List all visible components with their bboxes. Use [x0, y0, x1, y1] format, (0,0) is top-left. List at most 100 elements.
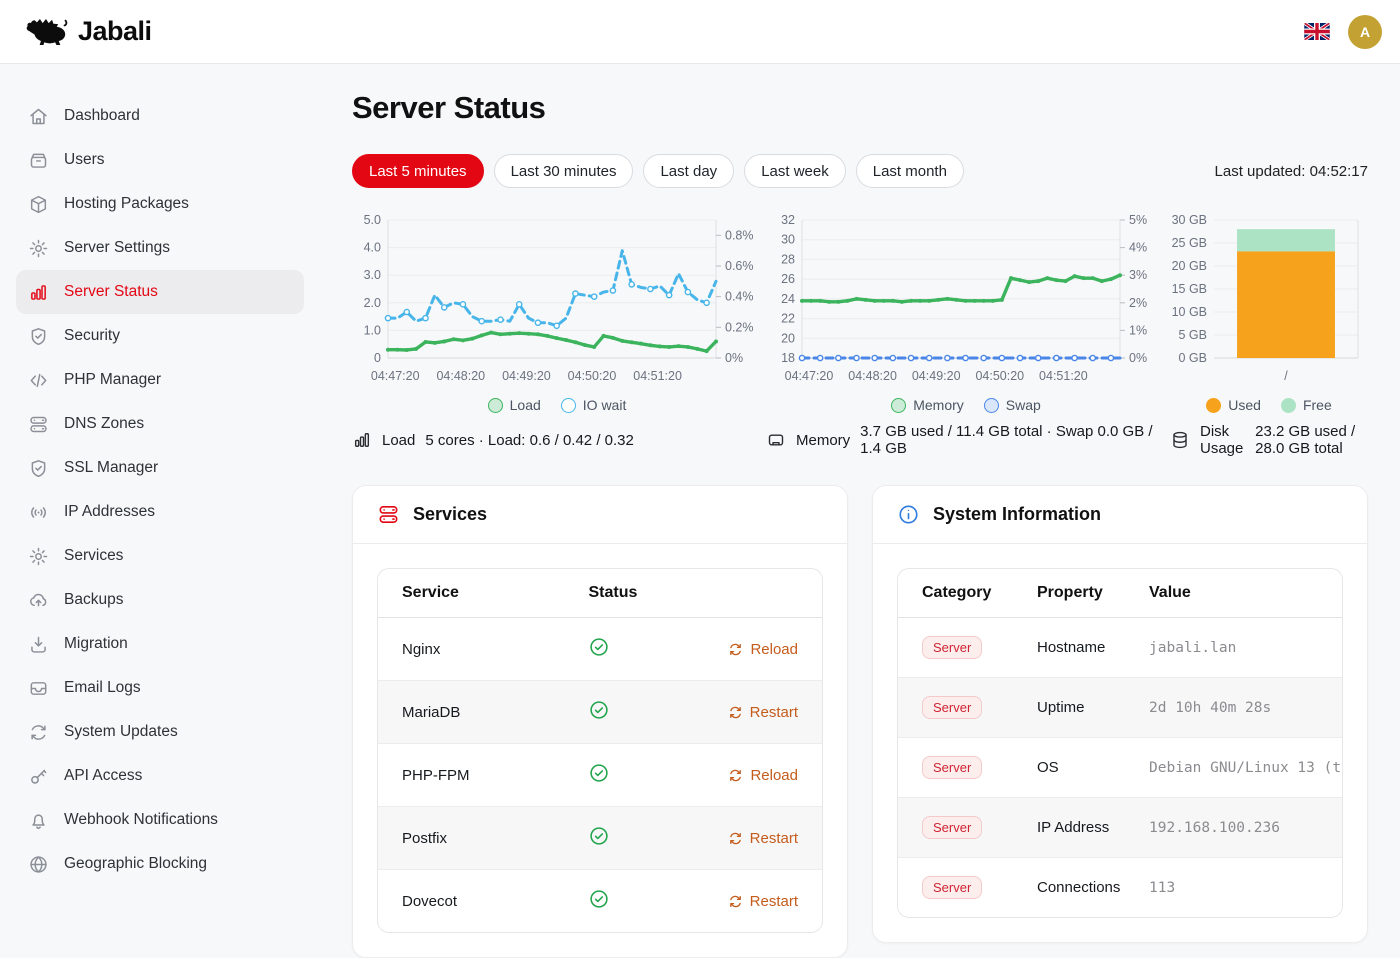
- svg-text:25 GB: 25 GB: [1172, 236, 1207, 250]
- svg-text:0.6%: 0.6%: [725, 259, 754, 273]
- download-tray-icon: [28, 634, 49, 655]
- sidebar-item-geographic-blocking[interactable]: Geographic Blocking: [16, 842, 304, 886]
- value-cell: 2d 10h 40m 28s: [1125, 678, 1342, 738]
- sidebar-item-ssl-manager[interactable]: SSL Manager: [16, 446, 304, 490]
- bar-chart-icon: [28, 282, 49, 303]
- svg-text:1%: 1%: [1129, 323, 1147, 337]
- svg-text:30: 30: [781, 233, 795, 247]
- stat-load: Load5 cores · Load: 0.6 / 0.42 / 0.32: [352, 423, 762, 457]
- svg-text:0.2%: 0.2%: [725, 320, 754, 334]
- svg-text:0.8%: 0.8%: [725, 228, 754, 242]
- sidebar-item-migration[interactable]: Migration: [16, 622, 304, 666]
- stat-label: Memory: [796, 432, 850, 449]
- svg-text:18: 18: [781, 351, 795, 365]
- time-filter-last-5-minutes[interactable]: Last 5 minutes: [352, 154, 484, 188]
- legend-label: Memory: [913, 397, 964, 413]
- value-cell: Debian GNU/Linux 13 (trixie): [1125, 738, 1342, 798]
- code-icon: [28, 370, 49, 391]
- service-restart-button[interactable]: Restart: [728, 893, 798, 910]
- property-cell: IP Address: [1013, 798, 1125, 858]
- column-header: Property: [1013, 569, 1125, 618]
- stat-label: Load: [382, 432, 415, 449]
- sidebar-item-services[interactable]: Services: [16, 534, 304, 578]
- value-cell: 113: [1125, 858, 1342, 918]
- service-name: Nginx: [378, 618, 564, 681]
- svg-text:0%: 0%: [725, 351, 743, 365]
- category-badge: Server: [922, 636, 982, 659]
- service-reload-button[interactable]: Reload: [728, 767, 798, 784]
- category-cell: Server: [898, 858, 1013, 918]
- category-badge: Server: [922, 756, 982, 779]
- sidebar-item-dns-zones[interactable]: DNS Zones: [16, 402, 304, 446]
- time-filter-group: Last 5 minutes Last 30 minutes Last day Las…: [352, 154, 964, 188]
- sidebar-item-label: Backups: [64, 591, 123, 609]
- avatar[interactable]: A: [1348, 15, 1382, 49]
- sidebar-item-system-updates[interactable]: System Updates: [16, 710, 304, 754]
- sidebar-item-email-logs[interactable]: Email Logs: [16, 666, 304, 710]
- sidebar-item-api-access[interactable]: API Access: [16, 754, 304, 798]
- category-badge: Server: [922, 696, 982, 719]
- service-status: [564, 618, 684, 681]
- time-filter-last-week[interactable]: Last week: [744, 154, 846, 188]
- service-name: Postfix: [378, 807, 564, 870]
- sidebar-item-hosting-packages[interactable]: Hosting Packages: [16, 182, 304, 226]
- time-filter-last-day[interactable]: Last day: [643, 154, 734, 188]
- service-restart-button[interactable]: Restart: [728, 830, 798, 847]
- value-cell: jabali.lan: [1125, 618, 1342, 678]
- svg-text:5 GB: 5 GB: [1179, 328, 1208, 342]
- service-status: [564, 807, 684, 870]
- memory-icon: [766, 430, 786, 450]
- status-ok-icon: [588, 762, 610, 784]
- system-row: Server Hostnamejabali.lan: [898, 618, 1342, 678]
- sidebar-item-label: Hosting Packages: [64, 195, 189, 213]
- stat-disk-usage: Disk Usage23.2 GB used / 28.0 GB total: [1170, 423, 1368, 457]
- service-action-cell: Restart: [684, 870, 822, 933]
- sidebar-item-backups[interactable]: Backups: [16, 578, 304, 622]
- column-header: Status: [564, 569, 684, 618]
- svg-text:24: 24: [781, 292, 795, 306]
- server-stack-icon: [28, 414, 49, 435]
- server-stack-icon: [377, 503, 400, 526]
- category-cell: Server: [898, 678, 1013, 738]
- svg-text:04:49:20: 04:49:20: [502, 369, 551, 383]
- time-filter-last-30-minutes[interactable]: Last 30 minutes: [494, 154, 634, 188]
- sidebar-item-php-manager[interactable]: PHP Manager: [16, 358, 304, 402]
- action-label: Restart: [750, 893, 798, 910]
- svg-text:0: 0: [374, 351, 381, 365]
- legend-label: Used: [1228, 397, 1261, 413]
- memory-chart: 18202224262830320%1%2%3%4%5%04:47:2004:4…: [766, 212, 1166, 413]
- legend-marker: [488, 398, 503, 413]
- services-table: ServiceStatusNginxReloadMariaDBRestartPH…: [378, 569, 822, 932]
- sidebar-item-security[interactable]: Security: [16, 314, 304, 358]
- stat-value: 3.7 GB used / 11.4 GB total · Swap 0.0 G…: [860, 423, 1160, 457]
- svg-text:04:51:20: 04:51:20: [633, 369, 682, 383]
- service-reload-button[interactable]: Reload: [728, 641, 798, 658]
- column-header: Category: [898, 569, 1013, 618]
- sidebar-item-label: Email Logs: [64, 679, 141, 697]
- legend-marker: [1281, 398, 1296, 413]
- property-cell: Hostname: [1013, 618, 1125, 678]
- sidebar-item-webhook-notifications[interactable]: Webhook Notifications: [16, 798, 304, 842]
- sidebar-item-server-settings[interactable]: Server Settings: [16, 226, 304, 270]
- load-chart-svg: 01.02.03.04.05.00%0.2%0.4%0.6%0.8%04:47:…: [352, 212, 762, 390]
- sidebar-item-label: PHP Manager: [64, 371, 161, 389]
- stat-memory: Memory 3.7 GB used / 11.4 GB total · Swap…: [766, 423, 1166, 457]
- legend-label: Load: [510, 397, 541, 413]
- service-name: PHP-FPM: [378, 744, 564, 807]
- sidebar-item-ip-addresses[interactable]: IP Addresses: [16, 490, 304, 534]
- sidebar-item-users[interactable]: Users: [16, 138, 304, 182]
- shield-check-icon: [28, 458, 49, 479]
- sidebar-item-server-status[interactable]: Server Status: [16, 270, 304, 314]
- service-action-cell: Reload: [684, 618, 822, 681]
- service-row: PHP-FPM Reload: [378, 744, 822, 807]
- page-title: Server Status: [352, 90, 1368, 126]
- service-restart-button[interactable]: Restart: [728, 704, 798, 721]
- service-action-cell: Restart: [684, 807, 822, 870]
- sidebar-item-dashboard[interactable]: Dashboard: [16, 94, 304, 138]
- column-header: [684, 569, 822, 618]
- system-info-card: System Information CategoryPropertyValue…: [872, 485, 1368, 943]
- brand-logo[interactable]: Jabali: [24, 14, 152, 50]
- time-filter-last-month[interactable]: Last month: [856, 154, 964, 188]
- uk-flag-icon[interactable]: [1304, 23, 1330, 40]
- service-row: DovecotRestart: [378, 870, 822, 933]
